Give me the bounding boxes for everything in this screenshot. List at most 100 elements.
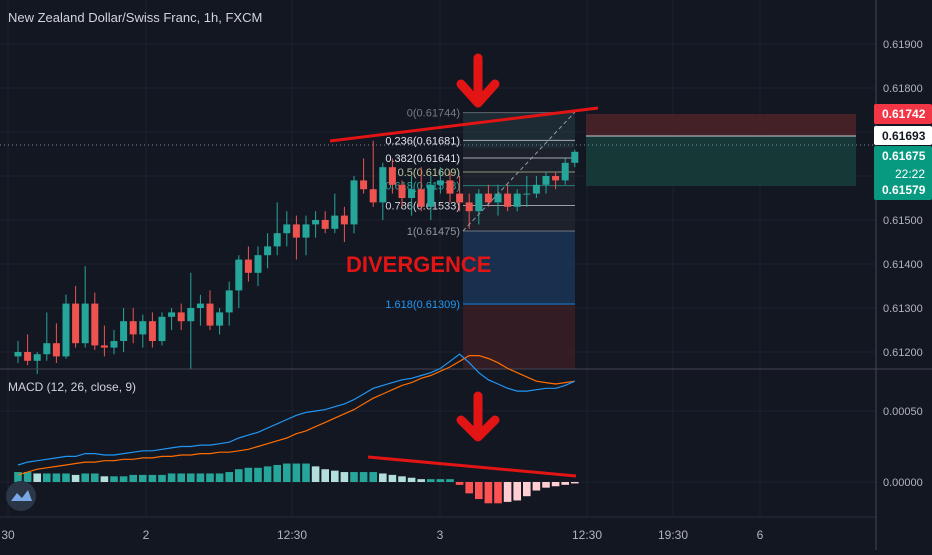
last-price-badge — [874, 146, 932, 184]
macd-histogram-bar — [340, 472, 349, 482]
fib-zone-lower — [463, 305, 575, 369]
candle-body — [81, 303, 89, 344]
candle-body — [350, 180, 358, 225]
price-badges: 0.61742 0.61693 0.61675 22:22 0.61579 — [874, 104, 932, 200]
macd-tick-label: 0.00050 — [883, 406, 923, 418]
macd-histogram-bar — [33, 473, 41, 482]
time-tick-label: 12:30 — [277, 528, 307, 542]
macd-divergence-line — [367, 455, 577, 478]
macd-histogram-bar — [273, 464, 281, 482]
candle-body — [14, 352, 22, 357]
macd-histogram-bar — [225, 472, 233, 482]
macd-histogram-bar — [359, 472, 368, 482]
candlesticks — [14, 140, 579, 374]
macd-histogram-bar — [119, 476, 128, 482]
candle-body — [187, 308, 195, 322]
macd-histogram-bar — [379, 473, 387, 482]
macd-histogram-bar — [407, 477, 416, 482]
macd-legend[interactable]: MACD (12, 26, close, 9) — [8, 380, 136, 394]
candle-body — [254, 255, 262, 273]
macd-histogram-bar — [571, 482, 579, 484]
macd-histogram-bar — [100, 476, 109, 482]
candle-body — [225, 290, 233, 313]
tradingview-cloud-icon[interactable] — [6, 481, 36, 511]
candle-body — [427, 184, 435, 207]
macd-histogram-bar — [167, 473, 176, 482]
candle-body — [494, 193, 502, 203]
candle-body — [177, 312, 185, 322]
macd-line — [17, 353, 576, 466]
candle-body — [398, 184, 406, 198]
macd-histogram-bar — [62, 473, 70, 482]
price-tick-label: 0.61800 — [883, 83, 923, 95]
candle-body — [340, 215, 348, 225]
macd-histogram-bar — [110, 476, 118, 482]
candle-body — [264, 246, 272, 256]
entry-badge — [874, 126, 932, 145]
candle-body — [513, 193, 521, 207]
candle-body — [417, 189, 425, 207]
macd-histogram-bar — [494, 482, 502, 504]
macd-histogram-bar — [23, 472, 32, 482]
candle-body — [561, 162, 569, 181]
macd-histogram-bar — [321, 469, 329, 482]
candle-body — [321, 220, 329, 229]
price-tick-label: 0.61500 — [883, 215, 923, 227]
candle-body — [446, 180, 454, 194]
candle-body — [408, 189, 416, 198]
macd-histogram-bar — [513, 482, 521, 501]
entry-badge-label: 0.61693 — [882, 129, 926, 143]
macd-histogram-bar — [398, 476, 406, 482]
chart-title[interactable]: New Zealand Dollar/Swiss Franc, 1h, FXCM — [8, 10, 262, 25]
candle-body — [302, 224, 310, 238]
arrow-down-icon — [456, 391, 500, 442]
macd-histogram-bar — [350, 472, 358, 482]
candle-body — [244, 259, 252, 273]
macd-histogram-bar — [311, 466, 320, 482]
fib-level-label: 0.236(0.61681) — [385, 135, 460, 147]
candle-body — [360, 180, 368, 190]
candle-body — [100, 345, 108, 348]
candle-body — [388, 167, 396, 185]
macd-histogram-bar — [158, 474, 166, 482]
macd-histogram-bar — [523, 482, 531, 497]
macd-histogram-bar — [263, 466, 272, 482]
macd-axis[interactable]: 0.00050 0.00000 — [883, 406, 923, 489]
arrow-down-icon — [456, 53, 500, 108]
price-tick-label: 0.61200 — [883, 347, 923, 359]
macd-histogram-bar — [417, 479, 425, 482]
candle-body — [62, 303, 70, 357]
last-price-badge-label: 0.61675 — [882, 149, 926, 163]
price-tick-label: 0.61900 — [883, 39, 923, 51]
macd-histogram-bar — [455, 482, 464, 485]
fib-trend-line — [462, 111, 576, 232]
candle-body — [52, 343, 60, 357]
target-badge-label: 0.61579 — [882, 183, 926, 197]
candle-body — [91, 303, 99, 346]
fib-level-label: 0.382(0.61641) — [385, 153, 460, 165]
divergence-label: DIVERGENCE — [346, 252, 491, 277]
candle-body — [139, 321, 147, 335]
time-axis[interactable]: 30 2 12:30 3 12:30 19:30 6 — [1, 528, 763, 542]
candle-body — [33, 354, 41, 361]
fib-level-label: 1.618(0.61309) — [385, 299, 460, 311]
candle-body — [532, 184, 540, 194]
candle-body — [158, 316, 166, 341]
macd-histogram-bar — [81, 473, 89, 482]
macd-histogram-bar — [244, 467, 253, 482]
macd-histogram-bar — [71, 474, 80, 482]
candle-body — [504, 193, 512, 207]
macd-histogram-bar — [187, 473, 195, 482]
macd-histogram-bar — [302, 463, 310, 482]
macd-histogram-bar — [388, 474, 397, 482]
candle-body — [120, 321, 128, 341]
macd-histogram-bar — [215, 473, 224, 482]
macd-histogram-bar — [177, 473, 185, 482]
trade-zones — [463, 112, 856, 369]
candle-body — [206, 303, 214, 326]
macd-histogram-bar — [369, 472, 377, 482]
stop-loss-badge-label: 0.61742 — [882, 107, 926, 121]
candle-body — [273, 233, 281, 247]
candle-body — [129, 321, 137, 335]
